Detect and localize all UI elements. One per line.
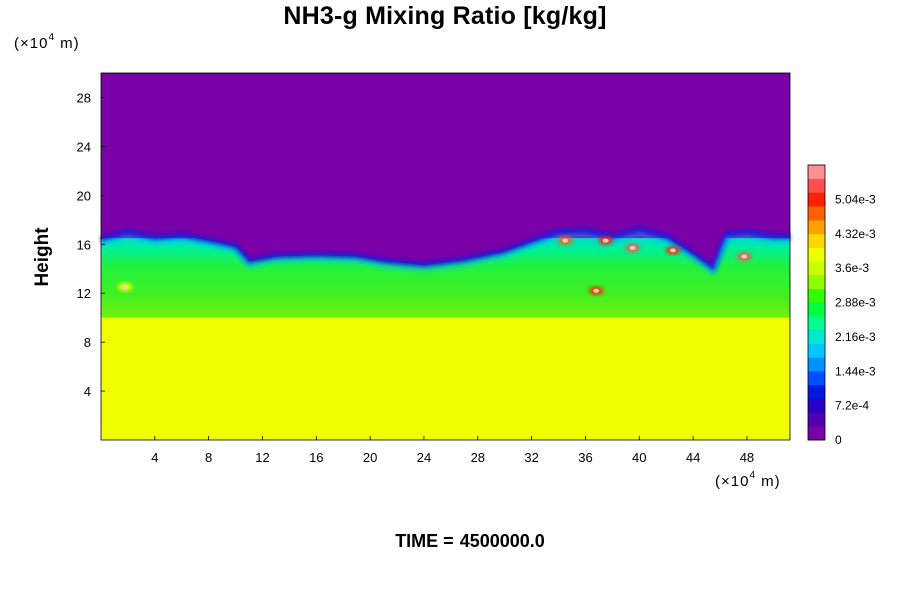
colorbar-swatch (808, 220, 825, 235)
colorbar-swatch (808, 275, 825, 290)
colorbar-swatch (808, 385, 825, 400)
hot-spot-core-5 (741, 254, 748, 259)
y-tick-label: 28 (77, 90, 91, 105)
y-tick-label: 8 (84, 335, 91, 350)
x-tick-label: 36 (578, 450, 592, 465)
x-unit-label: (×104 m) (715, 470, 781, 490)
colorbar-swatch (808, 316, 825, 331)
cloud-top-edge-inner (100, 233, 790, 276)
colorbar-swatch (808, 206, 825, 221)
colorbar-tick-label: 3.6e-3 (835, 261, 869, 275)
x-tick-label: 28 (471, 450, 485, 465)
cloud-top-overlay (101, 229, 790, 269)
y-tick-label: 16 (77, 237, 91, 252)
y-unit-label: (×104 m) (14, 32, 80, 52)
colorbar-tick-label: 1.44e-3 (835, 364, 876, 378)
time-value: 4500000.0 (459, 531, 545, 551)
x-tick-label: 8 (205, 450, 212, 465)
colorbar-swatch (808, 247, 825, 262)
colorbar-swatch (808, 178, 825, 193)
colorbar-swatch (808, 330, 825, 345)
y-tick-label: 20 (77, 188, 91, 203)
hot-spot-core-6 (593, 288, 600, 293)
x-tick-label: 24 (417, 450, 431, 465)
x-tick-label: 32 (524, 450, 538, 465)
y-tick-label: 12 (77, 286, 91, 301)
colorbar-swatch (808, 398, 825, 413)
colorbar-swatch (808, 371, 825, 386)
colorbar-swatch (808, 288, 825, 303)
colorbar-tick-label: 0 (835, 433, 842, 447)
hot-spot-core-7 (122, 285, 129, 290)
plot-frame (100, 72, 791, 441)
hot-spot-core-2 (602, 238, 609, 243)
hot-spot-core-4 (669, 248, 676, 253)
colorbar-tick-label: 2.16e-3 (835, 330, 876, 344)
x-tick-label: 48 (740, 450, 754, 465)
colorbar-swatch (808, 165, 825, 180)
colorbar-swatch (808, 343, 825, 358)
colorbar-tick-label: 2.88e-3 (835, 296, 876, 310)
colorbar-tick-label: 7.2e-4 (835, 399, 869, 413)
time-label: TIME = (395, 531, 454, 551)
hot-spot-core-3 (629, 245, 636, 250)
y-tick-label: 24 (77, 139, 91, 154)
y-tick-label: 4 (84, 384, 91, 399)
colorbar-swatch (808, 233, 825, 248)
x-tick-label: 16 (309, 450, 323, 465)
colorbar-frame (807, 164, 826, 441)
hot-spot-core-1 (562, 238, 569, 243)
x-tick-label: 40 (632, 450, 646, 465)
x-tick-label: 4 (151, 450, 158, 465)
colorbar-swatch (808, 426, 825, 441)
x-tick-label: 12 (255, 450, 269, 465)
colorbar-swatch (808, 412, 825, 427)
region-lower-layer (101, 317, 790, 440)
colorbar-tick-label: 5.04e-3 (835, 192, 876, 206)
colorbar-tick-label: 4.32e-3 (835, 227, 876, 241)
colorbar-swatch (808, 192, 825, 207)
x-tick-label: 20 (363, 450, 377, 465)
colorbar-swatch (808, 261, 825, 276)
region-upper-layer (101, 73, 790, 239)
colorbar-swatch (808, 302, 825, 317)
cloud-top-edge (100, 226, 790, 273)
time-readout: TIME = 4500000.0 (0, 531, 900, 552)
chart-title: NH3-g Mixing Ratio [kg/kg] (283, 2, 607, 30)
colorbar-swatch (808, 357, 825, 372)
x-tick-label: 44 (686, 450, 700, 465)
